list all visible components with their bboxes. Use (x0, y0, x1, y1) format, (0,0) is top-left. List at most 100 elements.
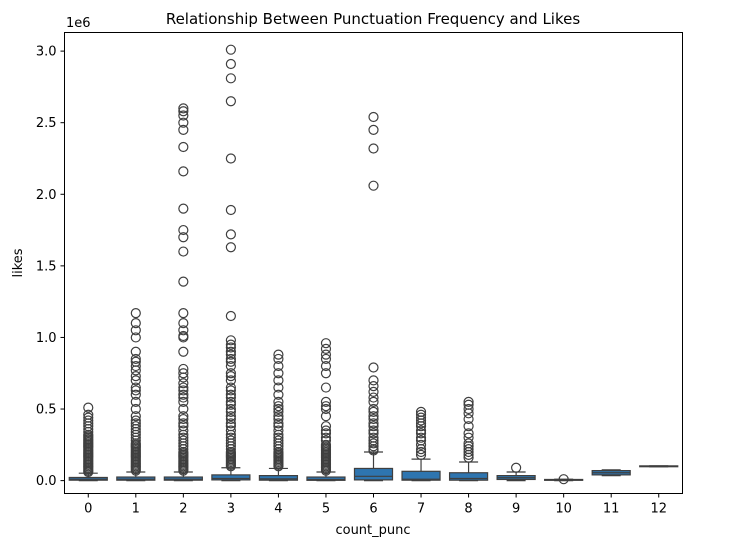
outlier-point (178, 392, 189, 403)
outlier-point (368, 362, 379, 373)
x-axis-label: count_punc (335, 523, 410, 538)
y-tick-label: 2.0 (36, 188, 57, 203)
boxes-layer (68, 44, 679, 485)
outlier-point (320, 338, 332, 349)
outlier-point (320, 428, 332, 439)
outlier-point (225, 335, 236, 346)
outlier-point (273, 382, 284, 393)
outlier-point (225, 342, 236, 353)
outlier-point (225, 432, 236, 443)
outlier-point (178, 166, 189, 177)
outlier-point (225, 411, 236, 422)
x-tick-label: 4 (274, 502, 282, 517)
plot-area-frame (64, 32, 683, 494)
outlier-point (558, 474, 569, 485)
x-tick-label: 3 (227, 502, 235, 517)
outlier-point (463, 413, 474, 425)
outlier-point (273, 403, 284, 415)
box-group-1 (116, 308, 156, 482)
outlier-point (178, 396, 189, 407)
outlier-point (178, 346, 189, 357)
outlier-point (225, 371, 236, 382)
outlier-point (368, 180, 379, 191)
box-iqr (211, 474, 251, 481)
outlier-point (225, 421, 236, 432)
outlier-point (130, 318, 141, 329)
y-tick-label: 0.0 (36, 474, 57, 489)
outlier-point (178, 418, 189, 429)
outlier-point (273, 375, 284, 386)
outlier-point (130, 411, 141, 422)
outlier-point (273, 406, 284, 417)
outlier-point (225, 418, 236, 429)
box-iqr (401, 470, 441, 481)
box-group-4 (258, 349, 299, 482)
outlier-point (273, 435, 284, 446)
outlier-point (225, 360, 236, 372)
outlier-point (415, 435, 427, 446)
ticks-layer: 0.00.51.01.52.02.53.00 1 2 3 4 5 6 7 8 9 10 11 12 (36, 45, 667, 517)
outlier-point (178, 246, 189, 257)
outlier-point (320, 349, 332, 360)
outlier-point (130, 308, 141, 319)
x-tick-label: 1 (132, 502, 140, 517)
outlier-point (320, 411, 332, 422)
outlier-point (225, 349, 236, 360)
outlier-point (273, 360, 284, 372)
outlier-point (225, 44, 236, 55)
x-tick-label: 11 (603, 502, 620, 517)
outlier-point (225, 58, 236, 70)
outlier-point (225, 73, 236, 84)
outlier-point (368, 438, 379, 449)
outlier-point (273, 425, 284, 436)
outlier-point (273, 411, 284, 422)
outlier-point (178, 110, 189, 121)
outlier-point (463, 444, 474, 455)
outlier-point (368, 386, 379, 397)
outlier-point (273, 396, 284, 407)
outlier-point (178, 425, 189, 436)
outlier-point (178, 413, 189, 425)
outlier-point (463, 428, 474, 439)
outlier-point (225, 204, 236, 216)
outlier-point (130, 325, 141, 336)
outlier-point (130, 403, 141, 415)
outlier-point (83, 415, 94, 426)
outlier-point (178, 276, 189, 287)
outlier-point (368, 418, 379, 429)
outlier-point (415, 406, 427, 417)
x-tick-label: 0 (84, 502, 92, 517)
outlier-point (130, 371, 141, 382)
chart-title: Relationship Between Punctuation Frequen… (166, 10, 581, 28)
outlier-point (178, 141, 189, 153)
outlier-point (463, 421, 474, 432)
outlier-point (415, 432, 427, 443)
outlier-point (320, 432, 332, 443)
outlier-point (178, 389, 189, 400)
outlier-point (368, 124, 379, 135)
outlier-point (273, 368, 284, 379)
outlier-point (178, 318, 189, 329)
outlier-point (178, 432, 189, 443)
outlier-point (320, 343, 332, 355)
outlier-point (178, 435, 189, 446)
outlier-point (225, 403, 236, 415)
outlier-point (368, 425, 379, 436)
outlier-point (273, 432, 284, 443)
outlier-point (320, 382, 332, 393)
outlier-point (225, 353, 236, 365)
outlier-point (178, 308, 189, 319)
outlier-point (130, 389, 141, 400)
outlier-point (130, 415, 141, 426)
outlier-point (273, 401, 284, 412)
outlier-point (178, 330, 189, 342)
outlier-point (225, 392, 236, 403)
outlier-point (178, 203, 189, 214)
outlier-point (511, 462, 522, 473)
outlier-point (415, 425, 427, 436)
box-group-0 (68, 402, 108, 482)
outlier-point (463, 432, 474, 443)
outlier-point (178, 224, 189, 236)
x-tick-label: 12 (650, 502, 667, 517)
outlier-point (225, 368, 236, 379)
